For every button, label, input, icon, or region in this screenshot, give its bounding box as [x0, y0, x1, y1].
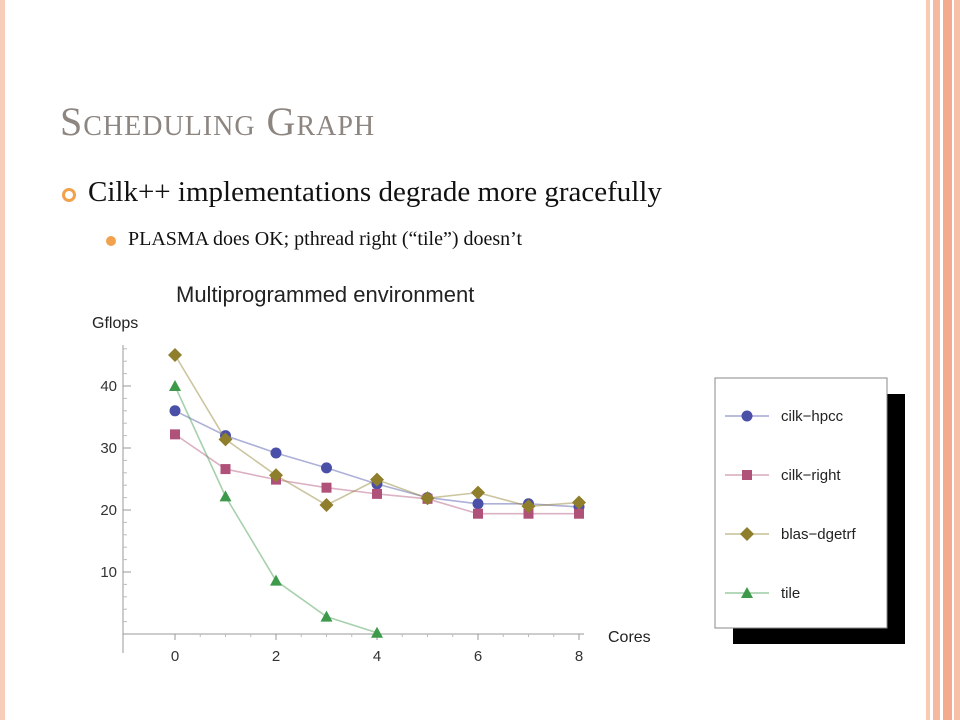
- y-tick-label: 40: [100, 378, 117, 395]
- data-point-square: [372, 488, 382, 499]
- data-point-square: [473, 508, 483, 519]
- data-point-square: [321, 482, 332, 493]
- ring-bullet-icon: [62, 188, 76, 202]
- legend-label: cilk−hpcc: [781, 408, 844, 425]
- legend-marker-diamond: [740, 527, 754, 541]
- right-border-decoration: [916, 0, 960, 720]
- dot-bullet-icon: [106, 236, 116, 246]
- data-point-diamond: [420, 491, 435, 506]
- data-point-diamond: [471, 485, 485, 500]
- data-point-diamond: [319, 498, 334, 513]
- data-point-diamond: [218, 432, 233, 447]
- y-tick-label: 30: [100, 440, 117, 457]
- line-chart: Multiprogrammed environment Gflops Cores 10…: [92, 282, 905, 665]
- data-point-diamond: [168, 348, 182, 362]
- y-tick-label: 10: [100, 564, 117, 581]
- bullet-sub-text: PLASMA does OK; pthread right (“tile”) d…: [128, 228, 523, 250]
- legend-marker-triangle: [741, 587, 753, 598]
- data-point-triangle: [169, 380, 181, 391]
- left-border-decoration: [0, 0, 14, 720]
- data-point-circle: [321, 462, 332, 474]
- y-tick-label: 20: [100, 502, 117, 519]
- x-tick-label: 8: [575, 648, 583, 665]
- data-point-circle: [169, 405, 181, 417]
- data-point-diamond: [269, 468, 283, 483]
- data-point-triangle: [371, 626, 383, 638]
- data-point-triangle: [320, 610, 333, 622]
- data-point-circle: [270, 447, 282, 459]
- data-point-square: [523, 508, 534, 519]
- x-tick-label: 0: [171, 648, 179, 665]
- series-line-triangle: [174, 385, 378, 634]
- data-point-diamond: [572, 495, 586, 510]
- data-point-diamond: [370, 472, 384, 487]
- data-point-diamond: [521, 499, 536, 514]
- x-axis-label: Cores: [608, 629, 651, 646]
- bullet-main-text: Cilk++ implementations degrade more grac…: [88, 176, 662, 208]
- data-point-square: [574, 508, 584, 519]
- chart-title: Multiprogrammed environment: [176, 282, 474, 307]
- legend-label: cilk−right: [781, 467, 841, 484]
- data-point-triangle: [270, 574, 282, 586]
- data-point-triangle: [219, 490, 232, 502]
- data-point-square: [170, 429, 180, 440]
- legend-marker-square: [742, 470, 752, 480]
- data-point-square: [220, 464, 231, 475]
- x-tick-label: 2: [272, 648, 280, 665]
- data-point-circle: [472, 498, 484, 510]
- legend-marker-circle: [741, 410, 753, 422]
- y-axis-label: Gflops: [92, 315, 138, 332]
- x-tick-label: 4: [373, 648, 381, 665]
- legend-label: blas−dgetrf: [781, 526, 856, 543]
- legend-label: tile: [781, 585, 800, 602]
- x-tick-label: 6: [474, 648, 482, 665]
- slide-title: Scheduling Graph: [60, 99, 376, 144]
